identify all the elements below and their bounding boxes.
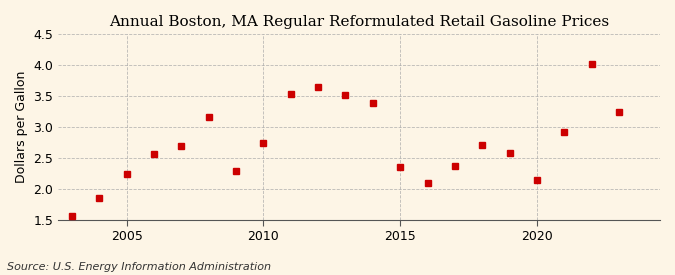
Text: Source: U.S. Energy Information Administration: Source: U.S. Energy Information Administ… bbox=[7, 262, 271, 272]
Y-axis label: Dollars per Gallon: Dollars per Gallon bbox=[15, 71, 28, 183]
Title: Annual Boston, MA Regular Reformulated Retail Gasoline Prices: Annual Boston, MA Regular Reformulated R… bbox=[109, 15, 610, 29]
